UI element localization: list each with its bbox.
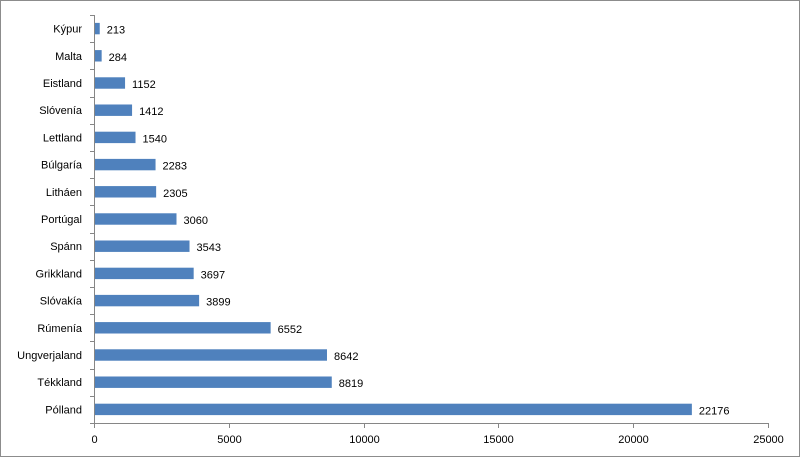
data-label: 8819 xyxy=(339,378,363,390)
bar-2 xyxy=(95,50,102,62)
data-label: 6552 xyxy=(278,324,302,336)
data-label: 3697 xyxy=(201,269,225,281)
category-label: Portúgal xyxy=(41,214,82,226)
data-label: 3543 xyxy=(197,242,221,254)
category-label: Búlgaría xyxy=(41,160,83,172)
labels-group: 0 5000 10000 15000 20000 25000 Kýpur 213 Malta 28… xyxy=(17,24,784,446)
bars-group xyxy=(95,22,692,416)
category-label: Kýpur xyxy=(53,24,82,36)
category-label: Lettland xyxy=(43,132,82,144)
x-tick-label: 25000 xyxy=(753,434,784,446)
x-tick-label: 0 xyxy=(91,434,97,446)
bar-1 xyxy=(95,22,100,35)
bar-14 xyxy=(95,376,332,388)
bar-11 xyxy=(95,294,200,307)
category-label: Grikkland xyxy=(36,268,82,280)
x-tick-label: 20000 xyxy=(618,434,649,446)
category-label: Rúmenía xyxy=(37,323,83,335)
bar-13 xyxy=(95,349,327,361)
data-label: 1152 xyxy=(132,79,156,91)
data-label: 1412 xyxy=(139,106,163,118)
bar-9 xyxy=(95,240,190,252)
data-label: 2305 xyxy=(163,188,187,200)
category-label: Pólland xyxy=(45,404,82,416)
category-label: Slóvenía xyxy=(39,105,83,117)
bar-4 xyxy=(95,104,133,116)
data-label: 8642 xyxy=(334,351,358,363)
category-label: Ungverjaland xyxy=(17,350,82,362)
data-label: 2283 xyxy=(163,161,187,173)
data-label: 3060 xyxy=(183,215,207,227)
data-label: 1540 xyxy=(143,133,167,145)
data-label: 22176 xyxy=(699,405,730,417)
category-label: Spánn xyxy=(50,241,82,253)
axes-group xyxy=(90,15,769,428)
x-tick-label: 15000 xyxy=(483,434,514,446)
bar-12 xyxy=(95,322,271,334)
x-tick-label: 5000 xyxy=(217,434,241,446)
data-label: 213 xyxy=(107,25,125,37)
bar-7 xyxy=(95,186,157,198)
bar-8 xyxy=(95,213,177,225)
category-label: Eistland xyxy=(43,78,82,90)
bar-5 xyxy=(95,131,136,144)
bar-6 xyxy=(95,158,156,171)
x-tick-label: 10000 xyxy=(349,434,380,446)
category-label: Slóvakía xyxy=(40,296,83,308)
category-label: Tékkland xyxy=(37,377,82,389)
bar-15 xyxy=(95,403,692,416)
bar-3 xyxy=(95,77,126,89)
bar-10 xyxy=(95,267,194,280)
category-label: Malta xyxy=(55,51,83,63)
data-label: 3899 xyxy=(206,297,230,309)
category-label: Litháen xyxy=(46,187,82,199)
data-label: 284 xyxy=(109,52,127,64)
